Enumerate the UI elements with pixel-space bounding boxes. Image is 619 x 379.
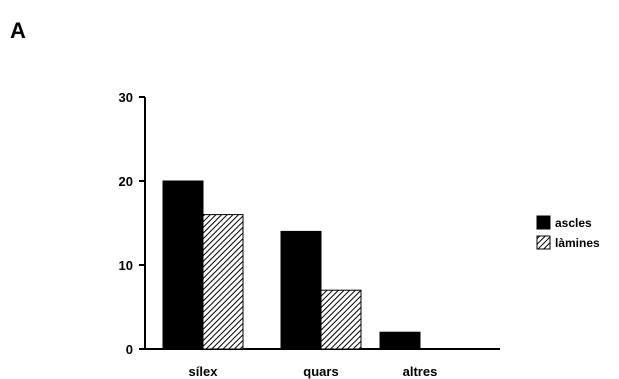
legend-swatch-ascles xyxy=(536,215,551,230)
legend-label-ascles: ascles xyxy=(555,216,592,230)
legend-swatch-lamines xyxy=(536,235,551,250)
x-tick-label-silex: sílex xyxy=(189,364,219,379)
bar-ascles-silex xyxy=(162,180,204,350)
category-labels: sílex quars altres xyxy=(189,364,438,379)
legend-label-lamines: làmines xyxy=(555,236,600,250)
bar-ascles-altres xyxy=(379,331,421,350)
legend: ascles làmines xyxy=(536,215,600,250)
y-tick-label-10: 10 xyxy=(119,258,133,273)
bar-chart: 0 10 20 30 sílex quars altres xyxy=(119,90,500,379)
y-tick-label-20: 20 xyxy=(119,174,133,189)
panel-label: A xyxy=(10,18,26,43)
y-tick-label-0: 0 xyxy=(126,342,133,357)
x-tick-label-quars: quars xyxy=(303,364,338,379)
bar-lamines-silex xyxy=(202,214,244,350)
y-tick-label-30: 30 xyxy=(119,90,133,105)
x-tick-label-altres: altres xyxy=(403,364,438,379)
y-axis: 0 10 20 30 xyxy=(119,90,146,357)
bar-ascles-quars xyxy=(280,230,322,350)
bar-lamines-quars xyxy=(320,289,362,350)
bars xyxy=(162,180,421,350)
